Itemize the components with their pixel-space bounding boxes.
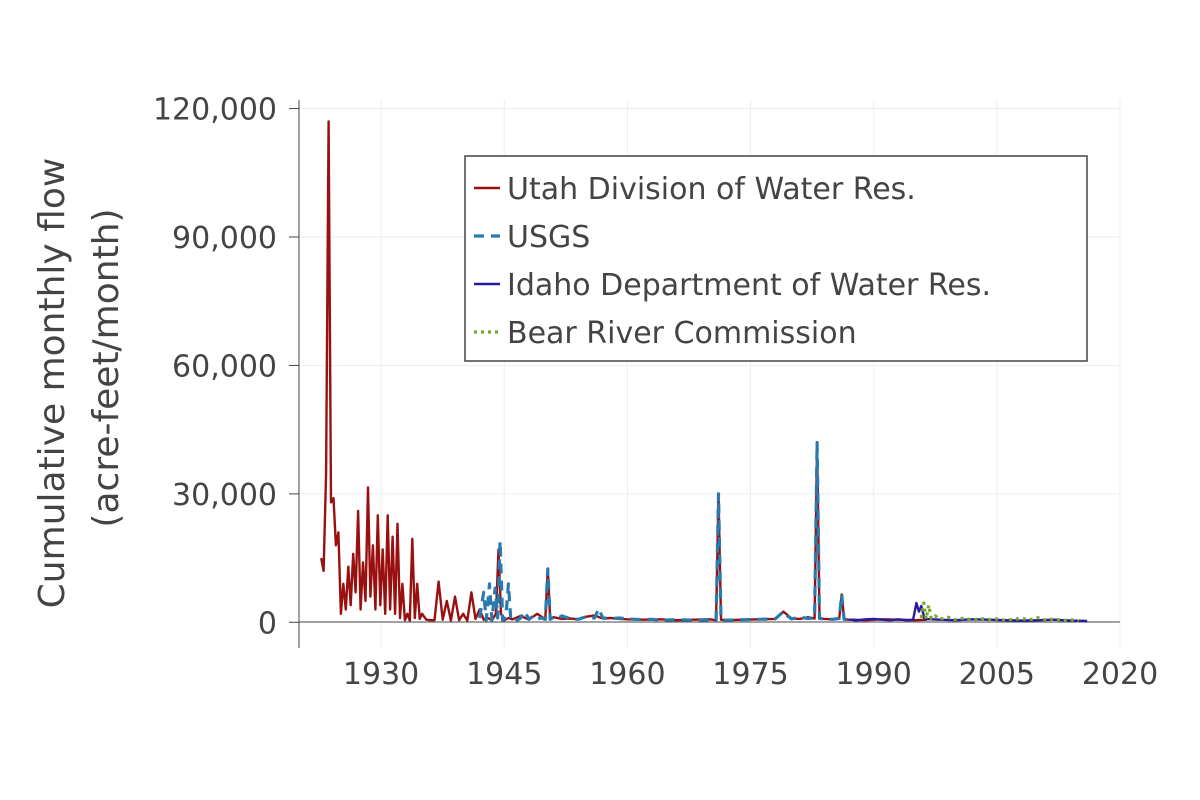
- legend-label-4: Bear River Commission: [507, 316, 857, 351]
- series-line-4: [919, 601, 1080, 623]
- y-tick-label: 90,000: [172, 221, 277, 256]
- y-axis-title-line1: Cumulative monthly flow: [32, 158, 73, 609]
- x-tick-label: 1990: [836, 657, 912, 692]
- x-tick-label: 1960: [589, 657, 665, 692]
- y-axis-title-line2: (acre-feet/month): [86, 208, 127, 527]
- series-layer: [320, 120, 1088, 623]
- series-line-2: [478, 440, 858, 622]
- legend-label-2: USGS: [507, 220, 590, 255]
- series-line-3: [849, 601, 1088, 623]
- y-tick-label: 60,000: [172, 349, 277, 384]
- legend-box: [464, 155, 1088, 362]
- legend-label-3: Idaho Department of Water Res.: [507, 268, 991, 303]
- x-tick-label: 1975: [712, 657, 788, 692]
- y-tick-labels: 0 30,000 60,000 90,000 120,000: [153, 93, 299, 641]
- axes: [298, 100, 1120, 648]
- y-tick-label: 0: [258, 606, 277, 641]
- x-tick-label: 1930: [343, 657, 419, 692]
- x-tick-label: 2005: [959, 657, 1035, 692]
- legend: Utah Division of Water Res. USGS Idaho Dep…: [464, 155, 1088, 362]
- y-tick-label: 30,000: [172, 478, 277, 513]
- legend-label-1: Utah Division of Water Res.: [507, 172, 916, 207]
- y-tick-label: 120,000: [153, 93, 277, 128]
- x-tick-labels: 1930 1945 1960 1975 1990 2005 2020: [343, 657, 1158, 692]
- x-tick-label: 2020: [1082, 657, 1158, 692]
- x-tick-label: 1945: [466, 657, 542, 692]
